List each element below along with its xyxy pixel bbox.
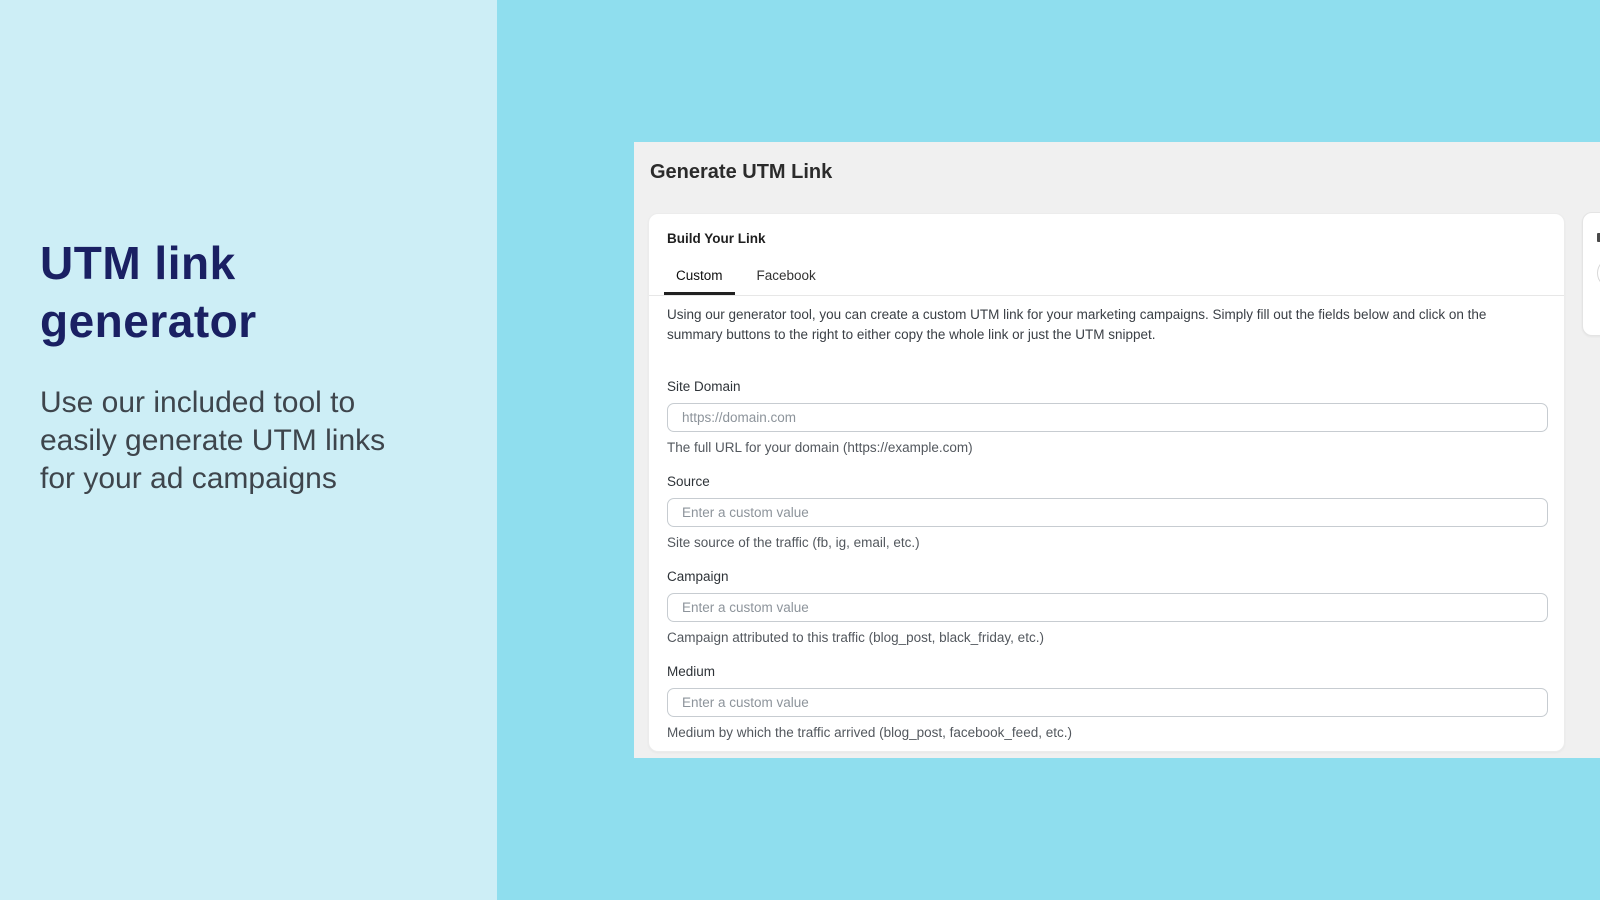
summary-card-clipped-text: [1597, 233, 1600, 242]
summary-card: [1582, 212, 1600, 336]
tool-description-line-2: summary buttons to the right to either c…: [667, 326, 1156, 342]
hero-panel: UTM link generator Use our included tool…: [0, 0, 497, 900]
hero-subtitle-line-3: for your ad campaigns: [40, 462, 337, 495]
window-title: Generate UTM Link: [650, 161, 833, 183]
site-domain-input[interactable]: [667, 403, 1548, 432]
tool-description-line-1: Using our generator tool, you can create…: [667, 307, 1487, 322]
hero-title-line-2: generator: [40, 295, 257, 347]
source-label: Source: [667, 474, 710, 489]
hero-title-line-1: UTM link: [40, 237, 236, 289]
utm-generator-window: Generate UTM Link Build Your Link Custom…: [634, 142, 1600, 758]
hero-subtitle: Use our included tool to easily generate…: [40, 384, 385, 498]
campaign-input[interactable]: [667, 593, 1548, 622]
campaign-helper: Campaign attributed to this traffic (blo…: [667, 630, 1044, 645]
tab-custom[interactable]: Custom: [664, 259, 735, 295]
tab-facebook[interactable]: Facebook: [745, 259, 828, 295]
build-your-link-card: Build Your Link Custom Facebook Using ou…: [648, 213, 1565, 752]
site-domain-helper: The full URL for your domain (https://ex…: [667, 440, 973, 455]
tool-description: Using our generator tool, you can create…: [667, 305, 1548, 344]
source-helper: Site source of the traffic (fb, ig, emai…: [667, 535, 920, 550]
hero-title: UTM link generator: [40, 234, 257, 350]
medium-label: Medium: [667, 664, 716, 679]
medium-input[interactable]: [667, 688, 1548, 717]
source-input[interactable]: [667, 498, 1548, 527]
medium-helper: Medium by which the traffic arrived (blo…: [667, 725, 1072, 740]
tab-bar: Custom Facebook: [649, 259, 1564, 296]
campaign-label: Campaign: [667, 569, 729, 584]
hero-subtitle-line-2: easily generate UTM links: [40, 424, 386, 457]
site-domain-label: Site Domain: [667, 379, 741, 394]
card-title: Build Your Link: [667, 231, 766, 246]
hero-subtitle-line-1: Use our included tool to: [40, 386, 356, 419]
